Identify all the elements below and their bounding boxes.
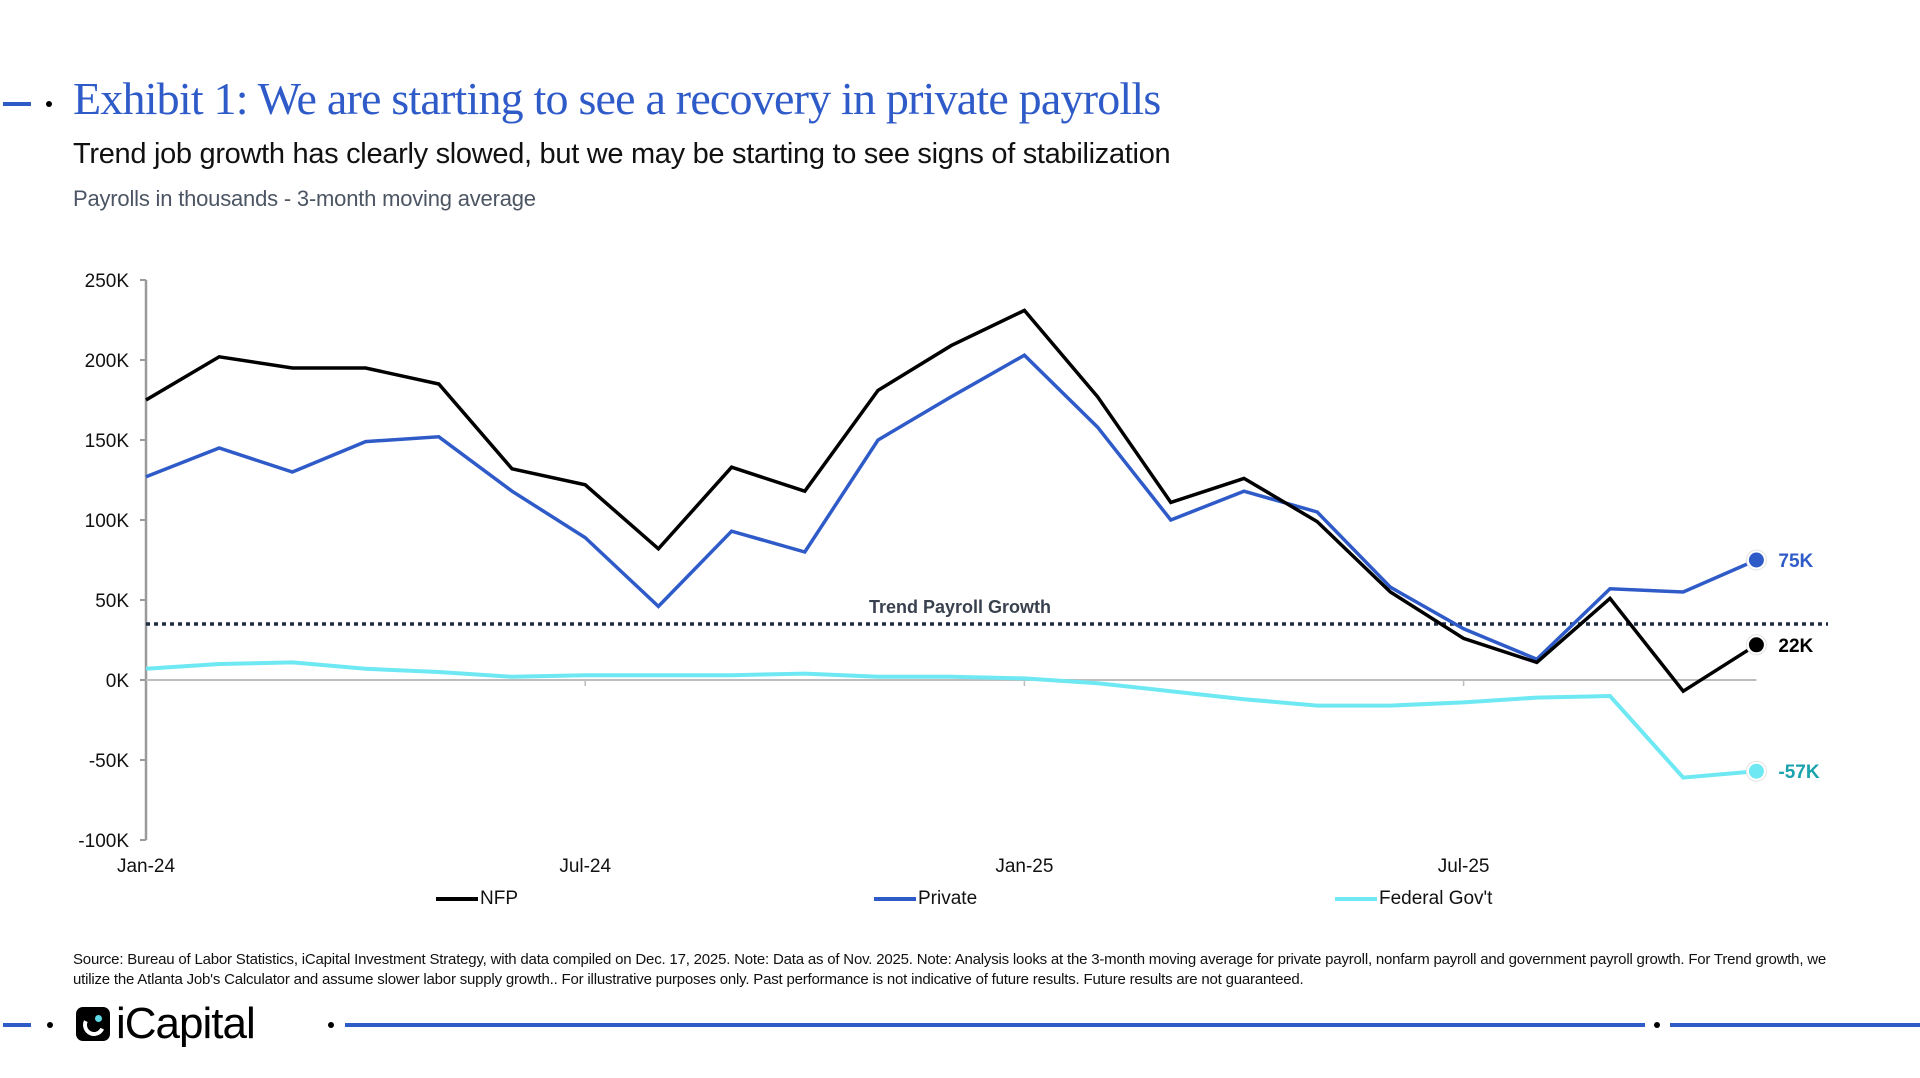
y-tick-label: 50K	[95, 591, 129, 612]
legend-item-nfp: NFP	[436, 888, 518, 910]
end-point-value-label: 22K	[1778, 636, 1813, 657]
y-tick-label: 200K	[85, 351, 130, 372]
legend-swatch-nfp	[436, 897, 478, 901]
series-line-nfp	[145, 308, 1758, 694]
logo-text: iCapital	[116, 999, 256, 1048]
x-axis: Jan-24 Jul-24 Jan-25 Jul-25	[117, 679, 1757, 877]
y-tick-label: 250K	[85, 271, 130, 292]
series-lines	[145, 308, 1758, 780]
footer-divider-dot	[1654, 1022, 1660, 1028]
series-line-private	[145, 353, 1758, 662]
legend-item-federal: Federal Gov't	[1335, 888, 1492, 910]
footer-accent-dash	[3, 1023, 31, 1027]
header-accent-dash	[3, 102, 31, 106]
end-point-marker	[1748, 763, 1764, 779]
chart-subtitle: Trend job growth has clearly slowed, but…	[73, 138, 1171, 170]
icapital-logo: iCapital	[76, 999, 256, 1048]
legend-label: Federal Gov't	[1379, 888, 1493, 909]
legend-item-private: Private	[874, 888, 977, 910]
y-axis: 250K 200K 150K 100K 50K 0K -50K -100K	[78, 271, 148, 852]
trend-reference-line: Trend Payroll Growth	[146, 597, 1828, 626]
icapital-logo-icon	[76, 1007, 110, 1041]
end-point-marker	[1748, 552, 1764, 568]
y-tick-label: -100K	[78, 831, 129, 852]
x-tick-label: Jan-24	[117, 856, 176, 877]
x-tick-label: Jul-25	[1438, 856, 1490, 877]
footer-rule	[1670, 1023, 1920, 1027]
end-point-value-label: 75K	[1778, 551, 1813, 572]
footer-divider-dot	[328, 1022, 334, 1028]
trend-line-label: Trend Payroll Growth	[869, 597, 1051, 617]
legend-swatch-federal	[1335, 897, 1377, 901]
footer-rule	[345, 1023, 1645, 1027]
x-tick-label: Jan-25	[995, 856, 1053, 877]
header-accent-dot	[46, 101, 52, 107]
y-tick-label: 150K	[85, 431, 130, 452]
legend-swatch-private	[874, 897, 916, 901]
end-point-marker	[1748, 637, 1764, 653]
unit-note: Payrolls in thousands - 3-month moving a…	[73, 186, 536, 211]
source-note: Source: Bureau of Labor Statistics, iCap…	[73, 951, 1827, 988]
page-title: Exhibit 1: We are starting to see a reco…	[73, 73, 1161, 124]
end-point-labels: 22K 75K -57K	[1745, 549, 1820, 783]
end-point-value-label: -57K	[1778, 762, 1819, 783]
y-tick-label: 100K	[85, 511, 130, 532]
legend-label: Private	[918, 888, 978, 909]
chart-legend: NFP Private Federal Gov't	[0, 888, 1920, 916]
y-tick-label: -50K	[89, 751, 129, 772]
y-tick-label: 0K	[106, 671, 130, 692]
legend-label: NFP	[480, 888, 518, 909]
line-chart: 250K 200K 150K 100K 50K 0K -50K -100K Jan-24 Jul…	[78, 271, 1828, 877]
footer-accent-dot	[47, 1022, 53, 1028]
x-tick-label: Jul-24	[559, 856, 611, 877]
series-line-federal-gov-t	[145, 660, 1757, 780]
